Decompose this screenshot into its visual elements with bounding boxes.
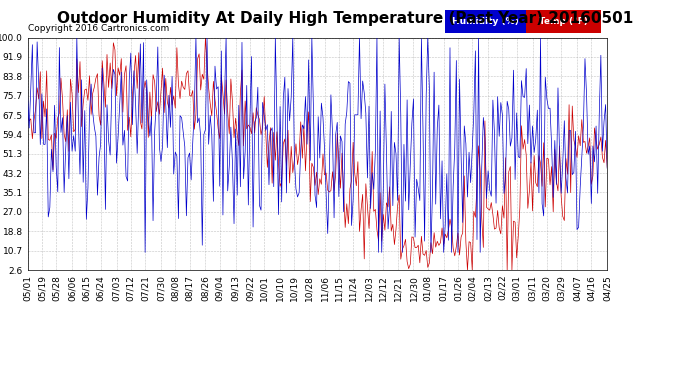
FancyBboxPatch shape [526, 10, 602, 33]
Text: Outdoor Humidity At Daily High Temperature (Past Year) 20160501: Outdoor Humidity At Daily High Temperatu… [57, 11, 633, 26]
Text: Copyright 2016 Cartronics.com: Copyright 2016 Cartronics.com [28, 24, 169, 33]
Text: Temp (°F): Temp (°F) [540, 17, 588, 26]
FancyBboxPatch shape [445, 10, 526, 33]
Text: Humidity (%): Humidity (%) [452, 17, 519, 26]
